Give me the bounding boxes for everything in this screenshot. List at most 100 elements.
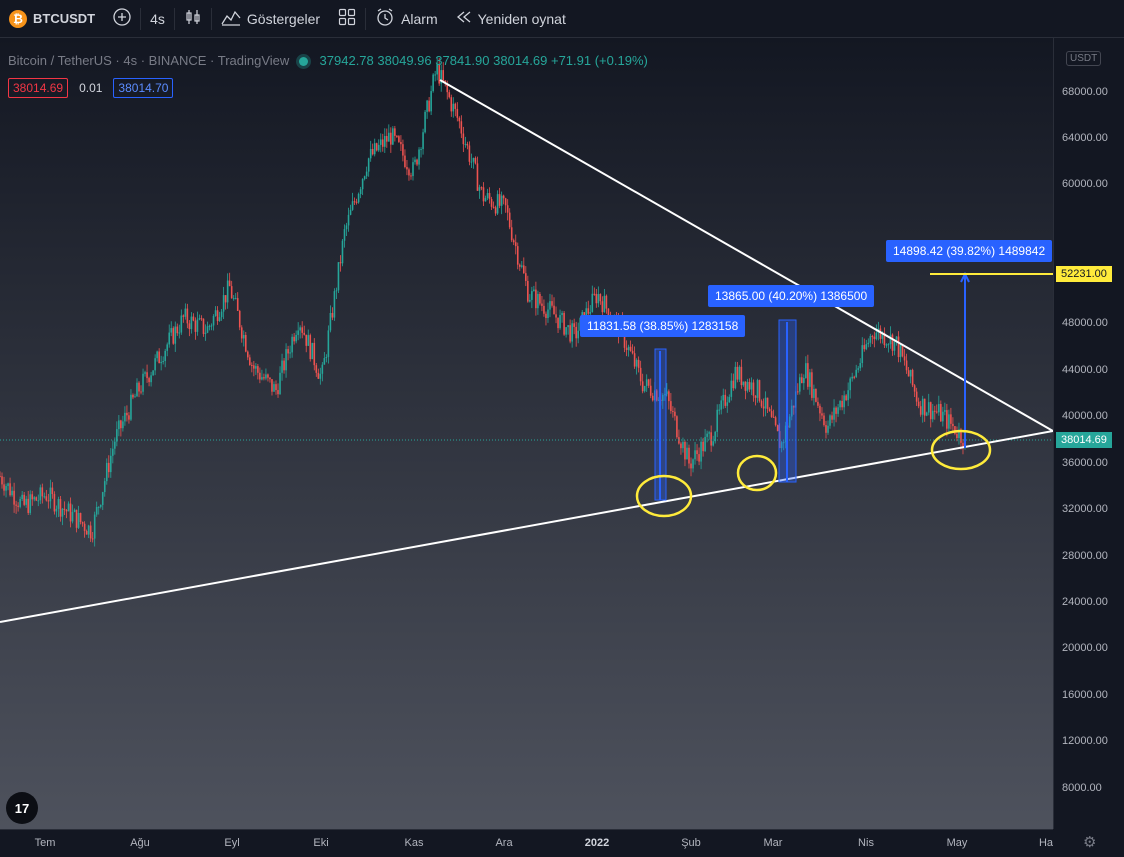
candle-body xyxy=(190,316,193,330)
candle-body xyxy=(263,377,265,379)
candle-body xyxy=(841,400,843,408)
candle-body xyxy=(543,305,545,314)
candle-body xyxy=(446,83,449,93)
price-chart[interactable] xyxy=(0,38,1053,829)
price-tick: 60000.00 xyxy=(1062,178,1108,190)
candle-body xyxy=(47,500,50,502)
candle-body xyxy=(571,323,573,342)
candle-body xyxy=(839,400,841,408)
buy-button[interactable]: 38014.70 xyxy=(113,78,174,98)
candle-body xyxy=(549,301,551,310)
support-trendline[interactable] xyxy=(0,430,1053,623)
candle-body xyxy=(67,503,70,512)
candle-body xyxy=(317,372,320,379)
candle-body xyxy=(107,462,110,473)
candle-body xyxy=(730,380,733,397)
candle-body xyxy=(110,455,112,473)
candle-body xyxy=(960,429,962,443)
measure-label-2[interactable]: 13865.00 (40.20%) 1386500 xyxy=(708,285,875,307)
layouts-button[interactable] xyxy=(329,0,365,38)
candle-body xyxy=(809,372,811,387)
candle-body xyxy=(853,376,855,378)
candle-body xyxy=(909,369,912,377)
candle-body xyxy=(774,417,777,426)
candle-body xyxy=(623,327,626,348)
currency-selector[interactable]: USDT xyxy=(1066,51,1102,66)
candle-body xyxy=(595,293,598,304)
time-tick: Kas xyxy=(404,837,424,849)
candle-body xyxy=(843,395,845,408)
price-tick: 44000.00 xyxy=(1062,364,1108,376)
candle-body xyxy=(752,382,755,396)
chart-pane[interactable]: Bitcoin / TetherUS · 4s · BINANCE · Trad… xyxy=(0,38,1124,856)
candle-body xyxy=(893,339,896,351)
candle-body xyxy=(801,377,803,384)
price-axis[interactable]: USDT 68000.00 64000.00 60000.00 48000.00… xyxy=(1053,38,1124,829)
candle-body xyxy=(923,398,926,416)
candle-body xyxy=(361,179,364,190)
candle-body xyxy=(837,407,839,414)
candle-body xyxy=(144,372,146,374)
candle-body xyxy=(293,336,295,342)
candle-body xyxy=(210,325,213,327)
alarm-button[interactable]: Alarm xyxy=(366,0,447,38)
indicators-label: Göstergeler xyxy=(246,10,321,27)
candle-body xyxy=(772,416,775,418)
support-touch-circle-2[interactable] xyxy=(736,454,778,492)
candle-body xyxy=(295,334,297,342)
measure-label-1[interactable]: 11831.58 (38.85%) 1283158 xyxy=(580,315,746,337)
candle-body xyxy=(734,366,737,389)
candle-body xyxy=(649,385,652,396)
time-axis[interactable]: Tem Ağu Eyl Eki Kas Ara 2022 Şub Mar Nis… xyxy=(0,829,1053,857)
candle-body xyxy=(91,538,94,540)
candle-body xyxy=(746,381,749,391)
candle-body xyxy=(375,143,378,151)
candle-body xyxy=(246,351,249,358)
candle-body xyxy=(49,487,52,502)
legend-open: 37942.78 xyxy=(319,53,374,68)
chart-type-button[interactable] xyxy=(175,0,211,38)
support-touch-circle-1[interactable] xyxy=(635,474,693,518)
candle-body xyxy=(456,108,459,118)
tradingview-logo[interactable]: 17 xyxy=(6,792,38,824)
indicators-button[interactable]: Göstergeler xyxy=(212,0,329,38)
candle-body xyxy=(740,366,743,386)
measure-label-3[interactable]: 14898.42 (39.82%) 1489842 xyxy=(886,240,1053,262)
candle-body xyxy=(9,483,11,496)
legend-title: Bitcoin / TetherUS · 4s · BINANCE · Trad… xyxy=(8,53,290,68)
candle-body xyxy=(913,385,916,392)
candle-body xyxy=(750,382,753,390)
candle-body xyxy=(392,128,394,145)
candle-body xyxy=(559,315,561,329)
candle-body xyxy=(829,415,831,426)
price-tick: 24000.00 xyxy=(1062,596,1108,608)
candle-body xyxy=(504,198,507,206)
candle-body xyxy=(325,356,328,359)
symbol-search[interactable]: ₿ BTCUSDT xyxy=(0,0,104,38)
candle-body xyxy=(666,391,668,395)
candle-body xyxy=(103,481,106,493)
resistance-trendline[interactable] xyxy=(439,79,1053,432)
candle-body xyxy=(77,513,80,528)
price-tick: 48000.00 xyxy=(1062,317,1108,329)
replay-button[interactable]: Yeniden oynat xyxy=(447,0,575,38)
settings-gear-icon[interactable]: ⚙ xyxy=(1083,834,1097,851)
candle-body xyxy=(162,360,164,363)
candle-body xyxy=(575,326,577,339)
current-price-tag: 38014.69 xyxy=(1056,432,1112,448)
interval-button[interactable]: 4s xyxy=(141,0,174,38)
candle-body xyxy=(398,136,400,142)
sell-button[interactable]: 38014.69 xyxy=(8,78,69,98)
candle-body xyxy=(684,441,686,460)
trade-buttons: 38014.69 0.01 38014.70 xyxy=(8,78,174,98)
candle-body xyxy=(426,100,428,112)
candle-body xyxy=(603,295,606,313)
candle-body xyxy=(178,332,181,334)
compare-button[interactable] xyxy=(104,0,140,38)
candle-body xyxy=(946,410,948,429)
candle-body xyxy=(732,380,735,389)
candle-body xyxy=(855,369,858,377)
candle-body xyxy=(379,139,382,145)
candle-body xyxy=(118,420,120,430)
support-touch-circle-3[interactable] xyxy=(930,429,992,471)
